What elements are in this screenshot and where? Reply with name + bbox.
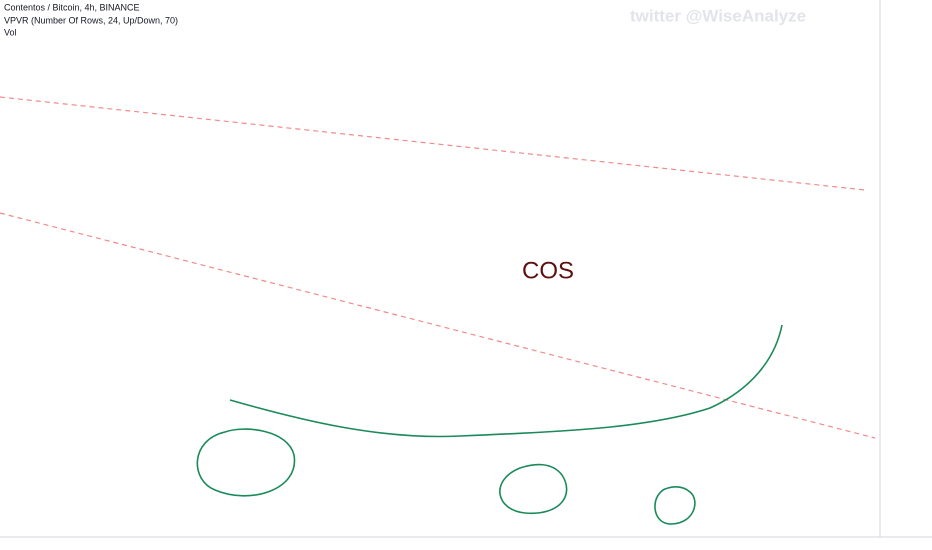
header-indicator: VPVR (Number Of Rows, 24, Up/Down, 70) bbox=[4, 15, 178, 25]
circle-drawing bbox=[499, 463, 568, 515]
trendline bbox=[0, 96, 866, 191]
curve-drawing bbox=[229, 324, 783, 438]
watermark: twitter @WiseAnalyze bbox=[28, 512, 204, 531]
header-volume: Vol bbox=[4, 27, 17, 37]
circle-drawing bbox=[196, 428, 296, 497]
header-symbol: Contentos / Bitcoin, 4h, BINANCE bbox=[4, 2, 140, 12]
price-axis bbox=[880, 0, 932, 550]
watermark: twitter @WiseAnalyze bbox=[630, 6, 806, 25]
circle-drawing bbox=[654, 486, 696, 525]
symbol-annotation: COS bbox=[522, 257, 574, 284]
trendline bbox=[0, 212, 876, 439]
